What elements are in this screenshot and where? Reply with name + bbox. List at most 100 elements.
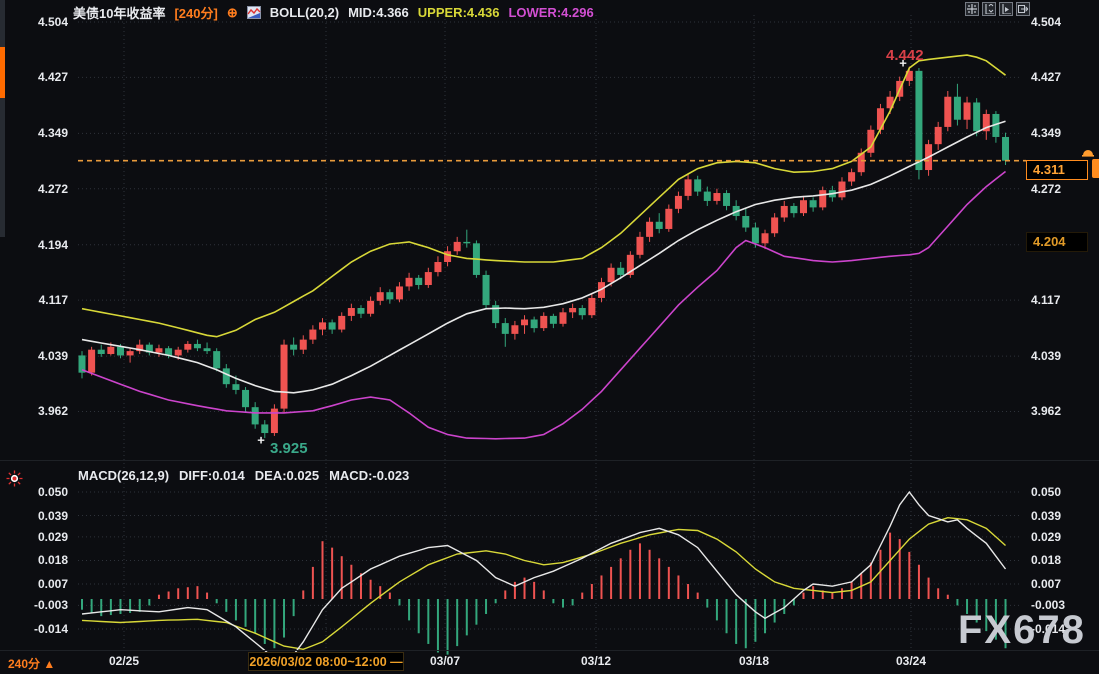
- chart-toolbar: [965, 2, 1030, 16]
- macd-indicator-label: MACD(26,12,9): [78, 468, 170, 483]
- candle-body: [992, 113, 1000, 137]
- candle-body: [193, 343, 201, 349]
- price-tick-left: 4.272: [37, 181, 68, 196]
- candle-body: [723, 193, 731, 206]
- macd-tick-left: -0.014: [33, 621, 68, 636]
- candle-body: [886, 96, 894, 109]
- macd-tick-right: 0.039: [1031, 508, 1062, 523]
- candle-body: [203, 348, 211, 352]
- candle-body: [472, 243, 480, 275]
- time-axis-bar: [0, 650, 1099, 674]
- price-tick-right: 4.349: [1031, 126, 1062, 141]
- price-tick-left: 4.194: [37, 237, 68, 252]
- candle-body: [116, 346, 124, 356]
- macd-diff-value: DIFF:0.014: [179, 468, 245, 483]
- candle-body: [607, 267, 615, 283]
- move-crosshair-icon[interactable]: [965, 2, 979, 16]
- candle-body: [347, 308, 355, 316]
- macd-tick-left: 0.050: [37, 484, 68, 499]
- candle-body: [299, 339, 307, 350]
- candle-body: [309, 329, 317, 340]
- candle-body: [97, 349, 105, 354]
- candle-body: [703, 191, 711, 201]
- macd-tick-right: 0.050: [1031, 484, 1062, 499]
- candle-body: [280, 344, 288, 409]
- candle-body: [896, 80, 904, 97]
- timeframe-selector[interactable]: 240分 ▲: [8, 657, 56, 671]
- left-sidebar-accent[interactable]: [0, 47, 5, 98]
- candle-body: [155, 348, 163, 353]
- macd-dea-line: [81, 516, 1006, 651]
- add-indicator-icon[interactable]: ⊕: [226, 4, 238, 20]
- timeframe-badge[interactable]: [240分]: [174, 6, 218, 21]
- candle-body: [251, 407, 259, 425]
- candle-body: [434, 262, 442, 273]
- low-cross-marker: +: [257, 432, 265, 448]
- time-tick-label: 03/24: [895, 654, 927, 668]
- timeframe-arrow-icon: ▲: [43, 657, 56, 671]
- candle-body: [444, 251, 452, 263]
- macd-tick-left: -0.003: [33, 598, 68, 613]
- candle-body: [1002, 136, 1010, 161]
- candle-body: [549, 315, 557, 324]
- candle-body: [713, 193, 721, 201]
- candle-body: [501, 323, 509, 334]
- candle-body: [636, 236, 644, 255]
- candle-body: [780, 205, 788, 218]
- high-cross-marker: +: [899, 55, 907, 71]
- candle-body: [944, 96, 952, 127]
- candle-body: [521, 319, 529, 326]
- candle-body: [617, 267, 625, 275]
- candle-body: [934, 126, 942, 145]
- pan-right-icon[interactable]: [1016, 2, 1030, 16]
- candle-body: [953, 96, 961, 120]
- y-axis-scale-icon[interactable]: [982, 2, 996, 16]
- candle-body: [857, 152, 865, 173]
- reference-price-box: 4.204: [1026, 232, 1088, 252]
- candle-body: [569, 308, 577, 313]
- price-tick-right: 4.427: [1031, 70, 1062, 85]
- price-tick-left: 4.117: [38, 293, 68, 308]
- candle-body: [78, 355, 86, 373]
- chart-header: 美债10年收益率 [240分] ⊕ BOLL(20,2) MID:4.366 U…: [73, 3, 594, 22]
- candle-body: [915, 70, 923, 171]
- price-tick-right: 4.039: [1031, 349, 1062, 364]
- candle-body: [126, 351, 134, 356]
- candle-body: [367, 300, 375, 314]
- price-tick-right: 4.272: [1031, 181, 1062, 196]
- candle-body: [319, 322, 326, 330]
- macd-tick-left: 0.029: [37, 529, 68, 544]
- macd-tick-right: 0.007: [1031, 577, 1062, 592]
- candle-body: [790, 205, 798, 214]
- candle-body: [376, 292, 384, 301]
- price-edge-marker: [1092, 159, 1099, 178]
- candle-body: [771, 217, 779, 234]
- candle-body: [973, 102, 981, 132]
- x-axis-scale-icon[interactable]: [999, 2, 1013, 16]
- candle-body: [597, 282, 605, 298]
- mini-chart-icon[interactable]: [246, 6, 261, 19]
- candle-body: [463, 241, 471, 244]
- boll-mid-value: MID:4.366: [348, 5, 409, 20]
- macd-tick-right: -0.003: [1031, 598, 1066, 613]
- price-tick-left: 4.427: [37, 70, 68, 85]
- price-tick-left: 4.349: [37, 126, 68, 141]
- candle-body: [588, 297, 596, 316]
- price-tick-left: 4.504: [37, 15, 68, 29]
- price-alert-bell-icon[interactable]: [1080, 145, 1096, 159]
- candle-body: [867, 129, 875, 153]
- candle-body: [415, 277, 423, 286]
- candle-body: [328, 322, 336, 330]
- candle-body: [107, 346, 115, 354]
- candle-body: [424, 272, 432, 286]
- candle-body: [511, 325, 519, 334]
- candle-body: [453, 241, 461, 252]
- macd-header: MACD(26,12,9) DIFF:0.014 DEA:0.025 MACD:…: [78, 468, 409, 483]
- candle-body: [684, 179, 692, 196]
- candle-body: [646, 221, 654, 237]
- candle-body: [800, 200, 807, 214]
- candle-body: [982, 113, 990, 132]
- candle-body: [828, 190, 836, 198]
